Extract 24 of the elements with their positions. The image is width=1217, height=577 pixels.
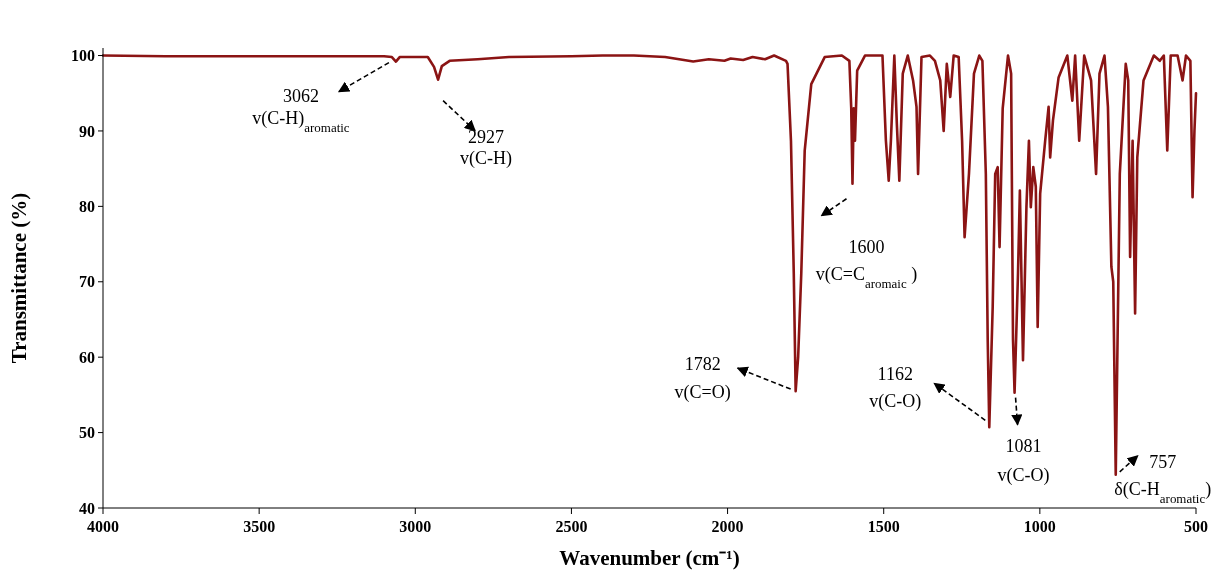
x-tick-label: 1500: [867, 518, 900, 535]
annotation: 757 δ(C-H$_{aromatic}$): [1114, 451, 1212, 506]
annotation: 1782 v(C=O): [674, 354, 731, 404]
x-tick-label: 1000: [1023, 518, 1056, 535]
x-tick-label: 2500: [555, 518, 588, 535]
annotation: 3062 v(C-H)$_{aromatic}$: [252, 85, 350, 135]
x-tick-label: 2000: [711, 518, 744, 535]
annotation: 1162 v(C-O): [869, 364, 922, 413]
x-axis-title: Wavenumber (cm⁻¹): [559, 546, 740, 570]
annotation: 1600 v(C=C$_{aromaic}$ ): [815, 236, 918, 291]
y-tick-label: 60: [79, 348, 95, 366]
y-tick-label: 70: [79, 273, 95, 291]
y-tick-label: 40: [79, 499, 95, 517]
y-axis-title: Transmittance (%): [7, 192, 31, 364]
y-tick-label: 100: [71, 47, 95, 65]
x-tick-label: 4000: [87, 518, 119, 535]
annotation: 2927 v(C-H): [460, 126, 513, 169]
annotation: 1081 v(C-O): [997, 435, 1050, 486]
x-tick-label: 500: [1184, 518, 1208, 535]
x-tick-label: 3500: [243, 518, 276, 535]
x-tick-label: 3000: [399, 518, 432, 535]
y-tick-label: 90: [79, 122, 95, 140]
y-tick-label: 80: [79, 197, 95, 215]
y-tick-label: 50: [79, 424, 95, 442]
